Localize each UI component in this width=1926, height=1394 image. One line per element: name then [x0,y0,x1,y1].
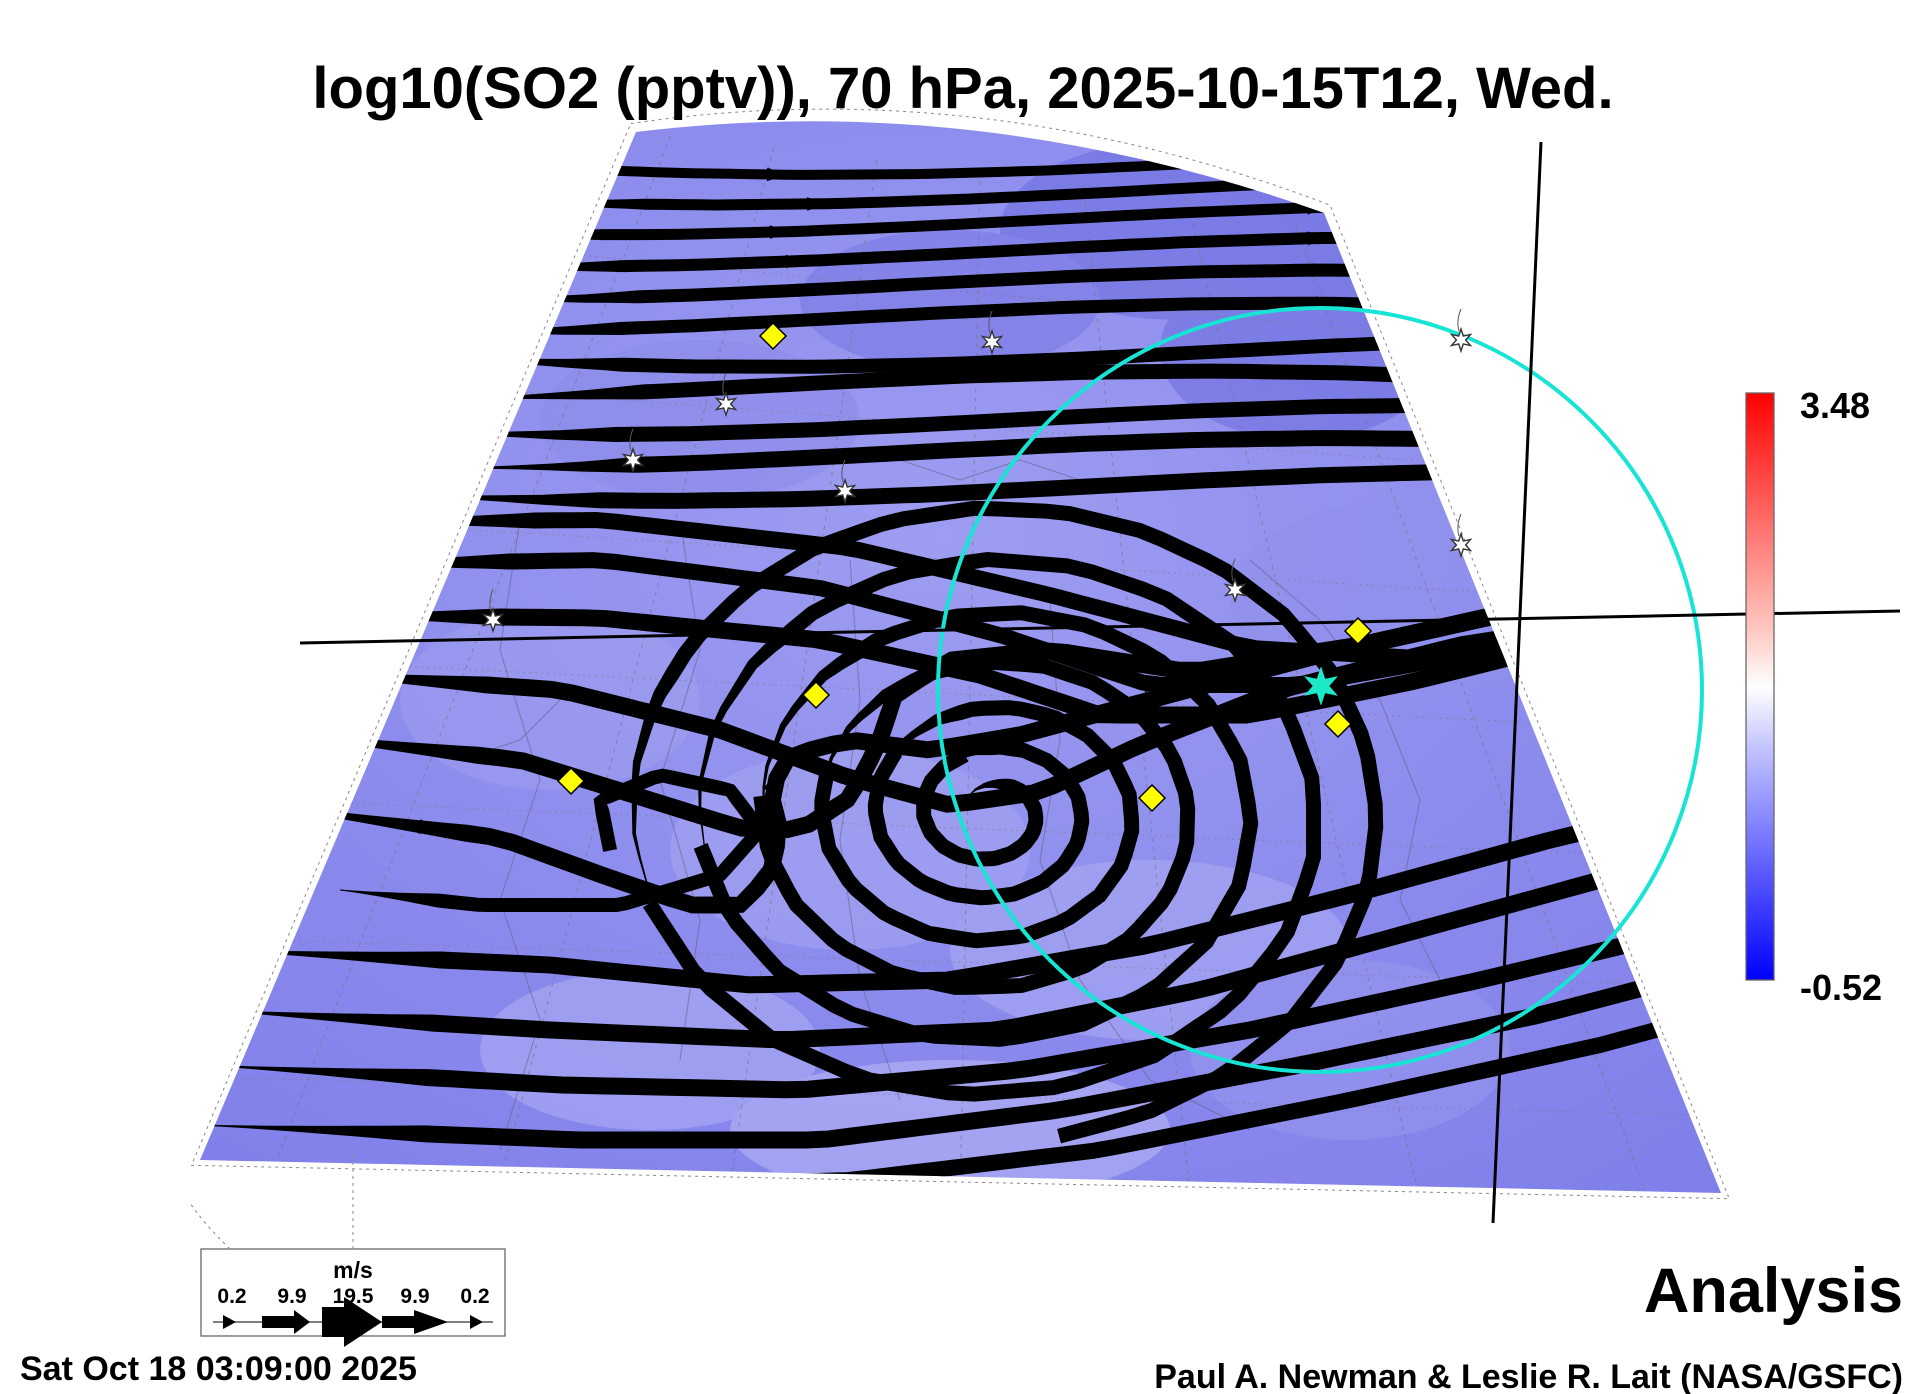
svg-text:-0.52: -0.52 [1800,967,1882,1008]
svg-text:9.9: 9.9 [400,1285,429,1308]
svg-text:m/s: m/s [333,1257,373,1283]
svg-text:Paul A. Newman & Leslie R. Lai: Paul A. Newman & Leslie R. Lait (NASA/GS… [1154,1358,1903,1394]
svg-text:0.2: 0.2 [217,1285,246,1308]
svg-text:3.48: 3.48 [1800,385,1870,426]
svg-text:Analysis: Analysis [1644,1256,1903,1326]
svg-text:log10(SO2 (pptv)), 70 hPa, 202: log10(SO2 (pptv)), 70 hPa, 2025-10-15T12… [312,56,1613,121]
svg-text:Sat Oct 18 03:09:00 2025: Sat Oct 18 03:09:00 2025 [20,1350,417,1388]
svg-text:0.2: 0.2 [460,1285,489,1308]
svg-text:9.9: 9.9 [277,1285,306,1308]
